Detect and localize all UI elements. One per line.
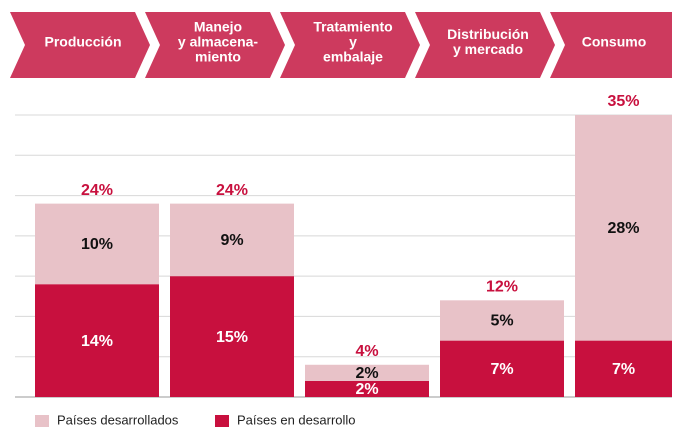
bar-segment [440,340,564,397]
data-label: 28% [607,220,639,237]
bar-segment [305,380,429,397]
category-chevron [145,12,285,78]
category-chevron [280,12,420,78]
data-label: 10% [81,236,113,253]
data-label: 2% [355,381,378,398]
total-label: 35% [607,93,639,110]
legend-swatch [35,415,49,427]
category-chevron [10,12,150,78]
category-label: miento [195,49,241,65]
category-label: y mercado [453,41,523,57]
category-label: y [349,34,357,50]
data-label: 15% [216,329,248,346]
bar-segment [440,300,564,341]
bar-segment [35,203,159,285]
legend-swatch [215,415,229,427]
data-label: 7% [490,361,513,378]
total-label: 24% [216,182,248,199]
category-chevron [550,12,672,78]
category-label: Manejo [194,19,242,35]
bar-segment [170,203,294,277]
data-label: 9% [220,232,243,249]
legend-label: Países en desarrollo [237,412,356,427]
category-label: Producción [44,34,121,50]
data-label: 7% [612,361,635,378]
bar-segment [575,115,672,341]
bar-segment [170,276,294,397]
data-label: 2% [355,365,378,382]
category-label: Consumo [582,34,647,50]
bar-segment [35,284,159,397]
category-label: y almacena- [178,34,258,50]
total-label: 4% [355,343,378,360]
category-label: Tratamiento [313,19,392,35]
category-label: Distribución [447,26,529,42]
total-label: 12% [486,279,518,296]
data-label: 14% [81,333,113,350]
bar-segment [305,364,429,381]
legend-label: Países desarrollados [57,412,179,427]
category-label: embalaje [323,49,383,65]
bar-segment [575,340,672,397]
category-chevron [415,12,555,78]
total-label: 24% [81,182,113,199]
data-label: 5% [490,313,513,330]
